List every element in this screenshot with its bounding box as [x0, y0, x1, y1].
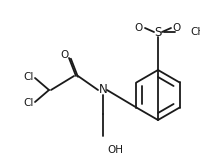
Text: Cl: Cl: [24, 98, 34, 108]
Text: N: N: [98, 84, 107, 96]
Text: O: O: [61, 50, 69, 60]
Text: O: O: [134, 23, 142, 33]
Text: OH: OH: [106, 145, 122, 155]
Text: Cl: Cl: [24, 72, 34, 82]
Text: CH₃: CH₃: [189, 27, 200, 37]
Text: S: S: [154, 25, 161, 39]
Text: O: O: [172, 23, 180, 33]
